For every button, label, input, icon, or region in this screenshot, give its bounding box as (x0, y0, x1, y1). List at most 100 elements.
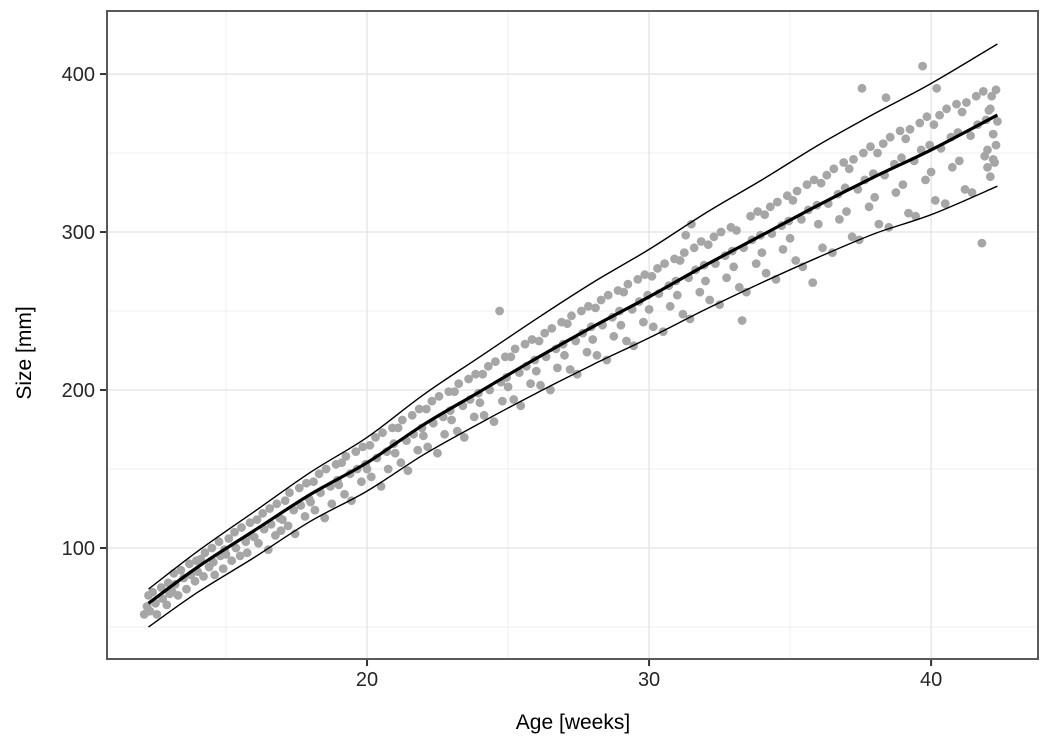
data-point (495, 306, 504, 316)
data-point (709, 232, 719, 242)
data-point (510, 344, 520, 354)
data-point (272, 499, 282, 509)
data-point (849, 155, 858, 164)
data-point (911, 211, 920, 221)
data-point (280, 496, 290, 505)
data-point (897, 153, 906, 163)
data-point (489, 417, 499, 426)
data-point (696, 237, 706, 246)
data-point (227, 556, 237, 566)
data-point (954, 156, 964, 166)
data-point (891, 188, 901, 197)
data-point (983, 162, 992, 172)
data-point (665, 301, 675, 311)
data-point (294, 483, 304, 493)
data-point (584, 301, 593, 311)
data-point (498, 396, 507, 406)
data-point (403, 466, 413, 475)
data-point (383, 464, 393, 474)
data-point (434, 391, 444, 401)
data-point (214, 537, 224, 547)
data-point (729, 262, 739, 272)
panel-border (106, 10, 1039, 660)
x-axis-title: Age [weeks] (0, 712, 1050, 733)
data-point (785, 233, 795, 243)
data-point (844, 164, 854, 174)
data-point (640, 270, 650, 280)
data-point (864, 202, 874, 212)
data-point (935, 110, 944, 120)
data-point (588, 335, 598, 344)
data-point (565, 365, 575, 374)
data-point (847, 232, 857, 242)
data-point (423, 442, 433, 452)
data-point (413, 445, 423, 455)
data-point (567, 311, 576, 321)
y-tick-label: 300 (62, 222, 95, 244)
data-point (471, 369, 480, 379)
data-point (842, 207, 851, 216)
data-point (516, 401, 526, 411)
data-point (365, 440, 375, 450)
data-point (898, 180, 908, 190)
data-point (732, 226, 741, 235)
data-point (681, 230, 691, 240)
data-point (602, 355, 612, 365)
data-point (173, 591, 183, 600)
x-tick-label: 30 (638, 669, 660, 691)
data-point (592, 350, 602, 360)
data-point (866, 142, 875, 152)
data-point (895, 126, 905, 136)
data-point (433, 448, 442, 458)
data-point (207, 543, 217, 553)
data-point (904, 208, 913, 218)
mean-fit-line (147, 113, 999, 605)
data-point (705, 295, 715, 305)
data-point (378, 428, 387, 438)
data-point (591, 303, 600, 313)
data-point (623, 279, 633, 289)
data-point (829, 164, 839, 174)
data-point (397, 415, 407, 425)
data-point (536, 380, 545, 390)
data-point (258, 508, 268, 518)
data-point (839, 158, 849, 167)
data-point (753, 207, 763, 216)
data-point (809, 175, 819, 185)
data-point (503, 382, 513, 392)
data-point (942, 104, 951, 114)
data-point (993, 117, 1002, 126)
data-point (427, 396, 437, 406)
data-point (210, 570, 220, 580)
data-point (870, 192, 880, 202)
data-point (341, 452, 351, 461)
data-point (396, 458, 406, 468)
data-point (231, 543, 241, 553)
data-point (792, 186, 802, 196)
data-point (791, 256, 801, 265)
data-point (454, 379, 464, 389)
data-point (440, 429, 449, 439)
data-point (241, 537, 251, 547)
data-point (835, 215, 844, 224)
data-point (196, 554, 206, 564)
data-point (158, 594, 168, 603)
data-point (952, 99, 961, 109)
data-point (265, 504, 275, 513)
y-tick-label: 400 (62, 64, 95, 86)
data-point (340, 489, 349, 499)
data-point (393, 423, 403, 433)
data-point (200, 548, 210, 558)
data-point (778, 245, 788, 254)
data-point (859, 148, 868, 158)
data-point (990, 158, 999, 167)
data-point (991, 85, 1001, 95)
data-point (483, 361, 493, 371)
data-point (962, 98, 971, 107)
data-point (314, 469, 324, 479)
data-point (509, 395, 519, 404)
data-point (991, 140, 1001, 150)
data-point (531, 366, 541, 376)
data-point (647, 271, 657, 281)
